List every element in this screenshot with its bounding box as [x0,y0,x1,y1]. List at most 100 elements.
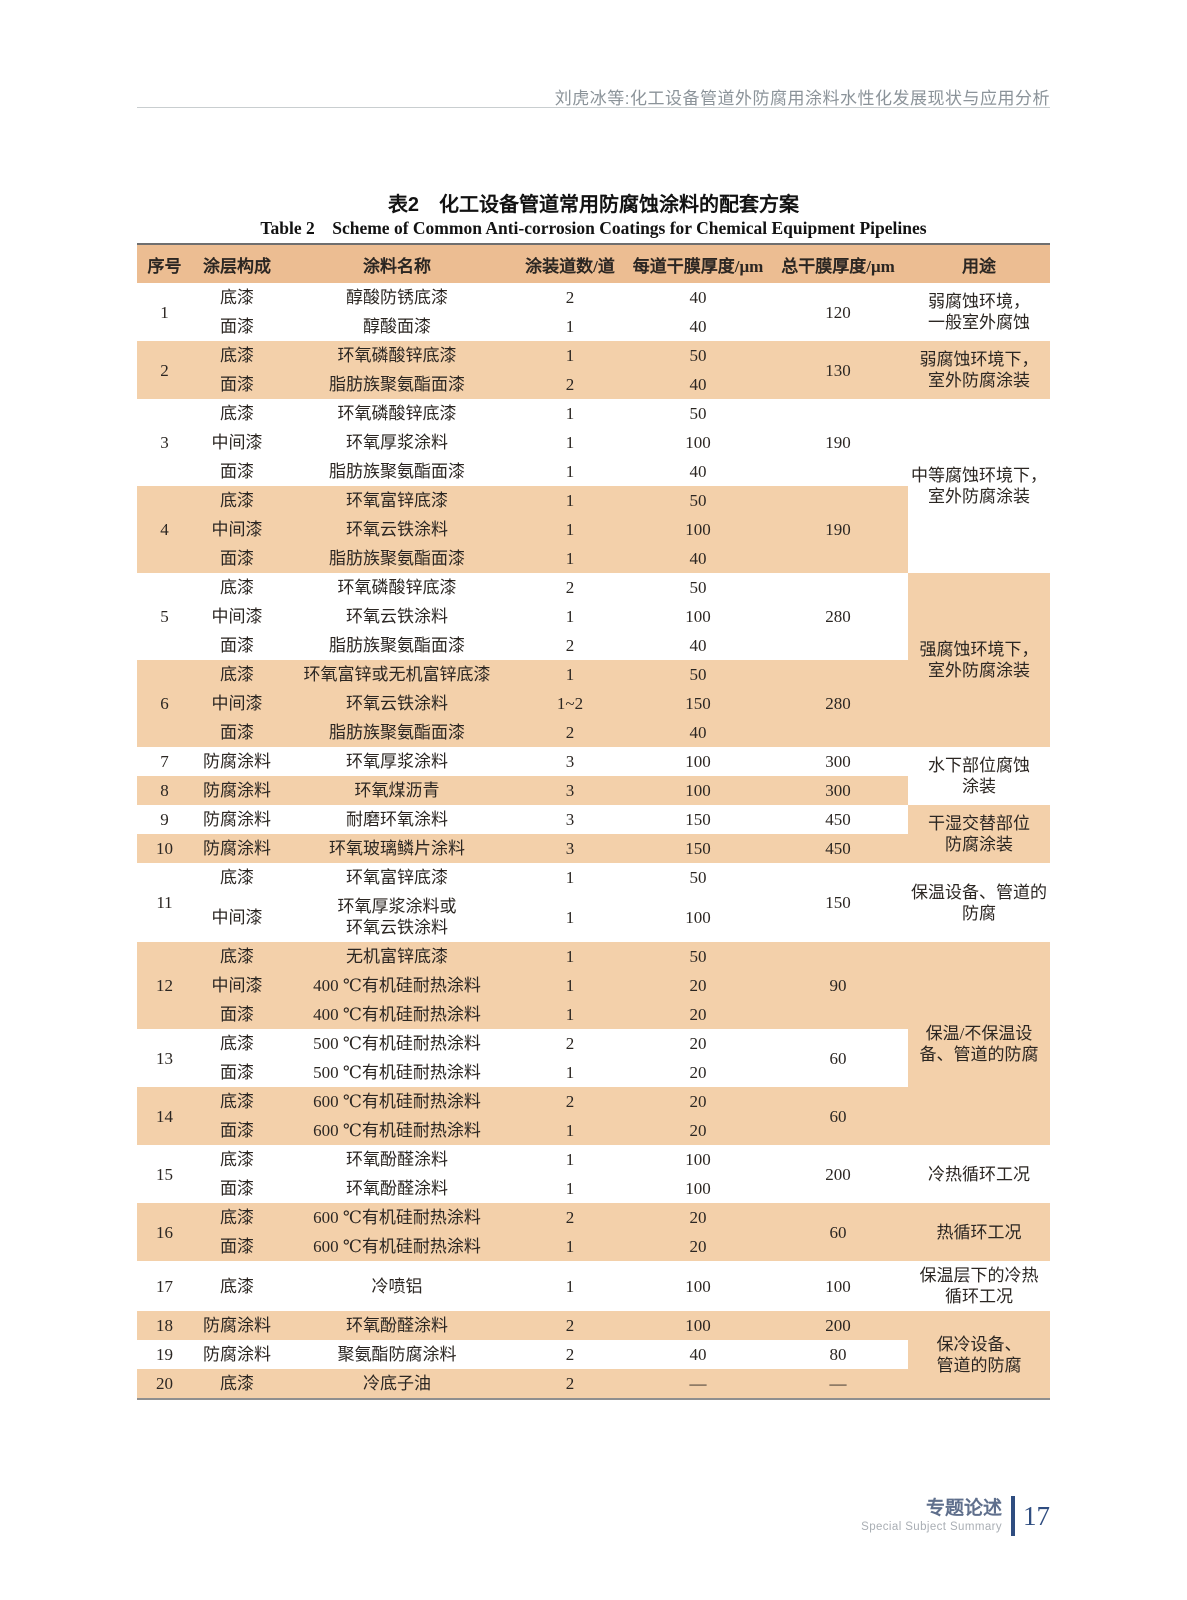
table-row: 面漆 600 ℃有机硅耐热涂料 1 20 [137,1232,1050,1261]
cell-total-thickness: 190 [768,486,908,573]
cell-no: 5 [160,607,169,626]
cell-thickness-per-coat: 40 [689,317,707,336]
cell-coating-name: 脂肪族聚氨酯面漆 [329,462,465,481]
cell-coats: 1 [512,660,628,689]
page-number: 17 [1023,1501,1050,1531]
cell-coats: 1~2 [512,689,628,718]
cell-layer: 底漆 [220,868,254,887]
column-header: 涂料名称 [282,244,512,283]
cell-coats: 2 [565,578,575,597]
table-row: 14 底漆 600 ℃有机硅耐热涂料 2 20 60 [137,1087,1050,1145]
table-row: 6 底漆 环氧富锌或无机富锌底漆 1 50 280 [137,660,1050,747]
table-header-row: 序号 涂层构成 涂料名称 涂装道数/道 每道干膜厚度/μm 总干膜厚度/μm 用途 [137,244,1050,283]
cell-total-thickness: 60 [768,1203,908,1261]
cell-total-thickness: 300 [825,752,851,771]
cell-layer: 底漆 [220,1034,254,1053]
cell-coats: 1 [512,341,628,370]
cell-thickness-per-coat: 40 [628,718,768,747]
cell-coating-name: 醇酸面漆 [363,317,431,336]
cell-layer: 底漆 [192,660,282,689]
table-row: 中间漆 环氧厚浆涂料 1 100 [137,428,1050,457]
cell-coating-name: 500 ℃有机硅耐热涂料 [313,1034,481,1053]
cell-total-thickness: 60 [768,1087,908,1145]
cell-thickness-per-coat: 40 [689,636,707,655]
cell-use: 中等腐蚀环境下， 室外防腐涂装 [908,399,1050,573]
cell-no: 3 [160,433,169,452]
table-row: 中间漆 环氧云铁涂料 1 100 [137,602,1050,631]
cell-coating-name: 聚氨酯防腐涂料 [337,1345,457,1364]
cell-coating-name: 600 ℃有机硅耐热涂料 [282,1087,512,1116]
cell-coating-name: 400 ℃有机硅耐热涂料 [282,1000,512,1029]
cell-layer: 面漆 [192,718,282,747]
cell-coating-name: 环氧磷酸锌底漆 [282,341,512,370]
cell-no: 13 [156,1048,173,1068]
cell-thickness-per-coat: 150 [628,834,768,863]
column-header: 序号 [137,244,192,283]
cell-coating-name: 环氧磷酸锌底漆 [337,404,457,423]
cell-layer: 面漆 [192,370,282,399]
cell-thickness-per-coat: 20 [628,1232,768,1261]
table-row: 12 底漆 无机富锌底漆 1 50 90 保温/不保温设 备、管道的防腐 [137,942,1050,1145]
cell-coats: 1 [565,433,575,452]
cell-layer: 底漆 [220,288,254,307]
cell-coats: 2 [512,718,628,747]
cell-coating-name: 600 ℃有机硅耐热涂料 [282,1232,512,1261]
cell-thickness-per-coat: 20 [628,1087,768,1116]
cell-coats: 2 [565,1345,575,1364]
cell-total-thickness: 280 [768,660,908,747]
cell-no: 16 [137,1203,192,1261]
cell-no: 1 [160,302,169,322]
cell-no: 14 [137,1087,192,1145]
cell-thickness-per-coat: 20 [628,1203,768,1232]
cell-coats: 1 [565,317,575,336]
cell-thickness-per-coat: 50 [628,660,768,689]
cell-thickness-per-coat: 50 [689,404,707,423]
cell-total-thickness: 100 [825,1276,851,1296]
cell-coats: 1 [565,607,575,626]
cell-coats: 1 [512,544,628,573]
cell-use: 冷热循环工况 [908,1145,1050,1203]
cell-use: 水下部位腐蚀 涂装 [908,747,1050,805]
cell-layer: 面漆 [220,636,254,655]
table-row: 17 底漆 冷喷铝 1 100 100 保温层下的冷热 循环工况 [137,1261,1050,1311]
column-header: 用途 [908,244,1050,283]
table-row: 面漆 环氧酚醛涂料 1 100 [137,1174,1050,1203]
table-row: 面漆 400 ℃有机硅耐热涂料 1 20 [137,1000,1050,1029]
cell-thickness-per-coat: 100 [685,607,711,626]
cell-layer: 中间漆 [192,515,282,544]
table-row: 18 防腐涂料 环氧酚醛涂料 2 100 200 保冷设备、 管道的防腐 [137,1311,1050,1399]
cell-use: 保温层下的冷热 循环工况 [908,1261,1050,1311]
cell-layer: 防腐涂料 [192,776,282,805]
cell-coating-name: 冷底子油 [282,1369,512,1399]
cell-coating-name: 醇酸防锈底漆 [346,288,448,307]
table-row: 中间漆 环氧云铁涂料 1~2 150 [137,689,1050,718]
cell-coating-name: 600 ℃有机硅耐热涂料 [282,1203,512,1232]
table-row: 3 底漆 环氧磷酸锌底漆 1 50 190 中等腐蚀环境下， 室外防腐涂装 [137,399,1050,573]
cell-layer: 中间漆 [192,689,282,718]
cell-thickness-per-coat: 100 [685,1150,711,1169]
table-row: 5 底漆 环氧磷酸锌底漆 2 50 280 强腐蚀环境下， 室外防腐涂装 [137,573,1050,747]
cell-use: 保温设备、管道的 防腐 [908,863,1050,942]
cell-layer: 中间漆 [192,971,282,1000]
cell-coats: 1 [565,1150,575,1169]
footer-section-zh: 专题论述 [925,1498,1002,1519]
cell-no: 6 [137,660,192,747]
cell-coating-name: 环氧磷酸锌底漆 [337,578,457,597]
cell-layer: 防腐涂料 [192,1311,282,1340]
cell-coating-name: 环氧厚浆涂料 [346,433,448,452]
table-row: 10 防腐涂料 环氧玻璃鳞片涂料 3 150 450 [137,834,1050,863]
cell-thickness-per-coat: 100 [628,1311,768,1340]
cell-layer: 底漆 [192,1369,282,1399]
page-footer: 专题论述 Special Subject Summary 17 [137,1496,1050,1536]
cell-thickness-per-coat: 50 [628,942,768,971]
table-row: 13 底漆 500 ℃有机硅耐热涂料 2 20 60 [137,1029,1050,1068]
cell-coating-name: 脂肪族聚氨酯面漆 [329,636,465,655]
cell-use: 干湿交替部位 防腐涂装 [908,805,1050,863]
cell-layer: 面漆 [192,1000,282,1029]
cell-coating-name: 400 ℃有机硅耐热涂料 [282,971,512,1000]
cell-no: 15 [156,1164,173,1184]
cell-layer: 面漆 [220,1063,254,1082]
cell-coats: 2 [512,1087,628,1116]
cell-no: 2 [137,341,192,399]
